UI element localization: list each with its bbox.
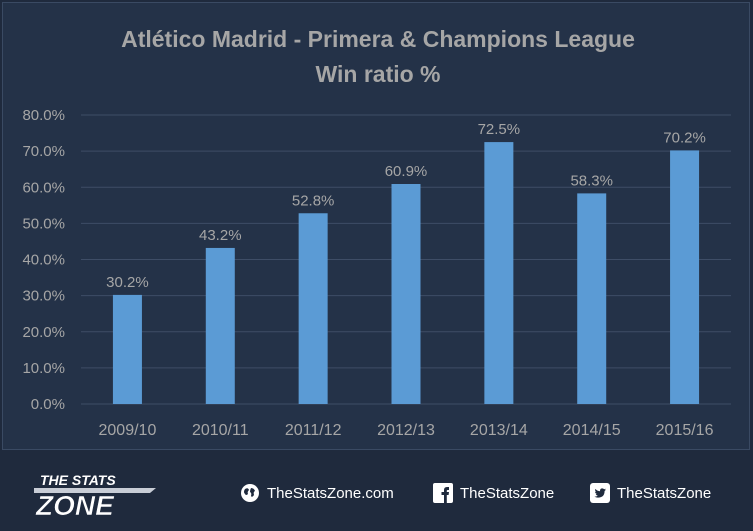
- x-category-label: 2010/11: [192, 422, 249, 439]
- x-category-label: 2015/16: [656, 422, 714, 439]
- chart-panel: Atlético Madrid - Primera & Champions Le…: [2, 2, 750, 450]
- logo-text-bottom: ZONE: [35, 490, 115, 518]
- x-axis-category-labels: 2009/10 2010/11 2011/12 2012/13 2013/14 2014/…: [99, 422, 714, 439]
- x-category-label: 2013/14: [470, 422, 528, 439]
- y-tick-label: 70.0%: [22, 143, 65, 160]
- y-tick-label: 50.0%: [22, 215, 65, 232]
- website-text: TheStatsZone.com: [267, 484, 394, 502]
- globe-icon: [241, 484, 259, 502]
- website-link[interactable]: TheStatsZone.com: [240, 482, 394, 504]
- logo-text-top: THE STATS: [40, 472, 116, 488]
- chart-subtitle: Win ratio %: [315, 61, 440, 87]
- bar: [205, 247, 235, 404]
- bar-value-label: 70.2%: [663, 129, 706, 146]
- bar: [670, 150, 700, 404]
- bar-value-label: 58.3%: [570, 172, 613, 189]
- bar: [112, 294, 142, 404]
- y-tick-label: 60.0%: [22, 179, 65, 196]
- twitter-text: TheStatsZone: [617, 484, 712, 502]
- facebook-link[interactable]: TheStatsZone: [433, 482, 554, 504]
- the-stats-zone-logo: THE STATS ZONE: [34, 472, 156, 518]
- twitter-link[interactable]: TheStatsZone: [590, 482, 711, 504]
- bar: [391, 183, 421, 404]
- facebook-icon: [433, 483, 453, 503]
- logo-stripe: [34, 488, 156, 493]
- bar-value-label: 60.9%: [385, 163, 428, 180]
- x-category-label: 2014/15: [563, 422, 621, 439]
- x-category-label: 2011/12: [285, 422, 342, 439]
- bars: [112, 142, 700, 404]
- bar-chart: Atlético Madrid - Primera & Champions Le…: [22, 26, 731, 439]
- bar: [298, 213, 328, 404]
- x-category-label: 2009/10: [99, 422, 157, 439]
- facebook-text: TheStatsZone: [460, 484, 555, 502]
- y-tick-label: 10.0%: [22, 360, 65, 377]
- y-tick-label: 0.0%: [31, 396, 65, 413]
- bar-value-label: 43.2%: [199, 227, 242, 244]
- x-category-label: 2012/13: [377, 422, 435, 439]
- bar: [577, 193, 607, 404]
- bar-value-label: 52.8%: [292, 192, 335, 209]
- y-axis-tick-labels: 0.0% 10.0% 20.0% 30.0% 40.0% 50.0% 60.0% 70.0% 8…: [22, 107, 65, 413]
- y-tick-label: 80.0%: [22, 107, 65, 124]
- y-tick-label: 30.0%: [22, 288, 65, 305]
- bar: [484, 142, 514, 404]
- bar-value-label: 30.2%: [106, 274, 149, 291]
- data-labels: 30.2% 43.2% 52.8% 60.9% 72.5% 58.3% 70.2%: [106, 121, 706, 291]
- y-tick-label: 20.0%: [22, 324, 65, 341]
- bar-value-label: 72.5%: [478, 121, 521, 138]
- chart-title: Atlético Madrid - Primera & Champions Le…: [121, 26, 635, 52]
- y-tick-label: 40.0%: [22, 252, 65, 269]
- footer-bar: THE STATS ZONE TheStatsZone.com TheStats…: [0, 452, 753, 531]
- twitter-icon: [590, 483, 610, 503]
